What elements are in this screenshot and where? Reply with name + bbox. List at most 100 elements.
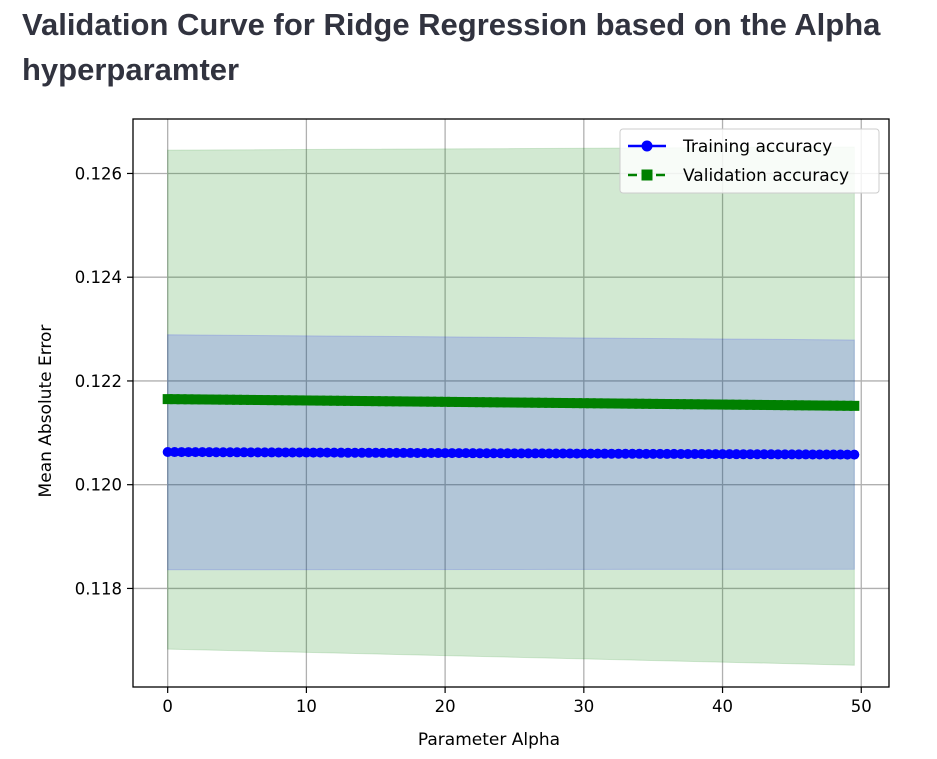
y-axis-label: Mean Absolute Error xyxy=(36,325,56,498)
validation-point xyxy=(766,400,777,411)
validation-point xyxy=(599,398,610,409)
validation-point xyxy=(655,398,666,409)
validation-point xyxy=(238,394,249,405)
validation-point xyxy=(266,395,277,406)
training-point xyxy=(433,448,444,459)
validation-point xyxy=(585,398,596,409)
validation-point xyxy=(363,396,374,407)
training-point xyxy=(641,448,652,459)
training-point xyxy=(252,447,263,458)
validation-point xyxy=(779,400,790,411)
validation-point xyxy=(807,400,818,411)
validation-point xyxy=(453,396,464,407)
training-point xyxy=(225,447,236,458)
training-point xyxy=(599,448,610,459)
training-point xyxy=(689,449,700,460)
training-point xyxy=(551,448,562,459)
validation-point xyxy=(544,397,555,408)
validation-point xyxy=(218,394,229,405)
validation-point xyxy=(447,396,458,407)
x-tick-label: 0 xyxy=(162,697,173,716)
validation-point xyxy=(232,394,243,405)
validation-point xyxy=(370,396,381,407)
training-point xyxy=(245,447,256,458)
training-point xyxy=(731,449,742,460)
validation-point xyxy=(752,399,763,410)
validation-point xyxy=(329,395,340,406)
validation-point xyxy=(280,395,291,406)
validation-point xyxy=(689,399,700,410)
validation-point xyxy=(294,395,305,406)
validation-point xyxy=(703,399,714,410)
validation-point xyxy=(322,395,333,406)
training-point xyxy=(315,447,326,458)
training-point xyxy=(662,448,673,459)
x-tick-label: 40 xyxy=(712,697,733,716)
training-point xyxy=(613,448,624,459)
validation-point xyxy=(349,395,360,406)
validation-point xyxy=(315,395,326,406)
training-point xyxy=(606,448,617,459)
training-point xyxy=(197,447,208,458)
training-point xyxy=(523,448,534,459)
x-tick-label: 20 xyxy=(435,697,456,716)
validation-point xyxy=(391,396,402,407)
training-point xyxy=(675,448,686,459)
training-point xyxy=(509,448,520,459)
training-point xyxy=(356,447,367,458)
training-point xyxy=(232,447,243,458)
training-point xyxy=(814,449,825,460)
x-tick-label: 30 xyxy=(573,697,594,716)
validation-point xyxy=(634,398,645,409)
validation-point xyxy=(828,400,839,411)
training-point xyxy=(502,448,513,459)
axes-frame xyxy=(132,118,890,688)
validation-point xyxy=(495,397,506,408)
training-point xyxy=(634,448,645,459)
validation-point xyxy=(308,395,319,406)
training-point xyxy=(710,449,721,460)
validation-point xyxy=(821,400,832,411)
validation-point xyxy=(197,394,208,405)
training-point xyxy=(703,449,714,460)
validation-point xyxy=(419,396,430,407)
legend-item-training: Training accuracy xyxy=(628,137,832,157)
training-point xyxy=(696,449,707,460)
training-point xyxy=(627,448,638,459)
validation-point xyxy=(793,400,804,411)
validation-point xyxy=(662,399,673,410)
validation-point xyxy=(675,399,686,410)
validation-point xyxy=(627,398,638,409)
training-point xyxy=(426,448,437,459)
validation-point xyxy=(204,394,215,405)
validation-point xyxy=(259,395,270,406)
training-point xyxy=(717,449,728,460)
legend-marker xyxy=(641,140,653,152)
validation-point xyxy=(571,398,582,409)
training-point xyxy=(169,447,180,458)
training-point xyxy=(585,448,596,459)
training-point xyxy=(592,448,603,459)
validation-point xyxy=(717,399,728,410)
training-point xyxy=(807,449,818,460)
validation-point xyxy=(481,397,492,408)
training-point xyxy=(800,449,811,460)
training-point xyxy=(329,447,340,458)
training-point xyxy=(391,447,402,458)
validation-point xyxy=(287,395,298,406)
training-point xyxy=(301,447,312,458)
training-point xyxy=(211,447,222,458)
training-point xyxy=(821,449,832,460)
validation-point xyxy=(842,400,853,411)
validation-point xyxy=(551,397,562,408)
training-point xyxy=(273,447,284,458)
training-point xyxy=(481,448,492,459)
y-tick-label: 0.120 xyxy=(75,476,122,495)
training-point xyxy=(336,447,347,458)
validation-point xyxy=(620,398,631,409)
x-axis-label: Parameter Alpha xyxy=(418,730,560,750)
training-point xyxy=(668,448,679,459)
training-point xyxy=(183,447,194,458)
validation-point xyxy=(225,394,236,405)
training-point xyxy=(447,448,458,459)
